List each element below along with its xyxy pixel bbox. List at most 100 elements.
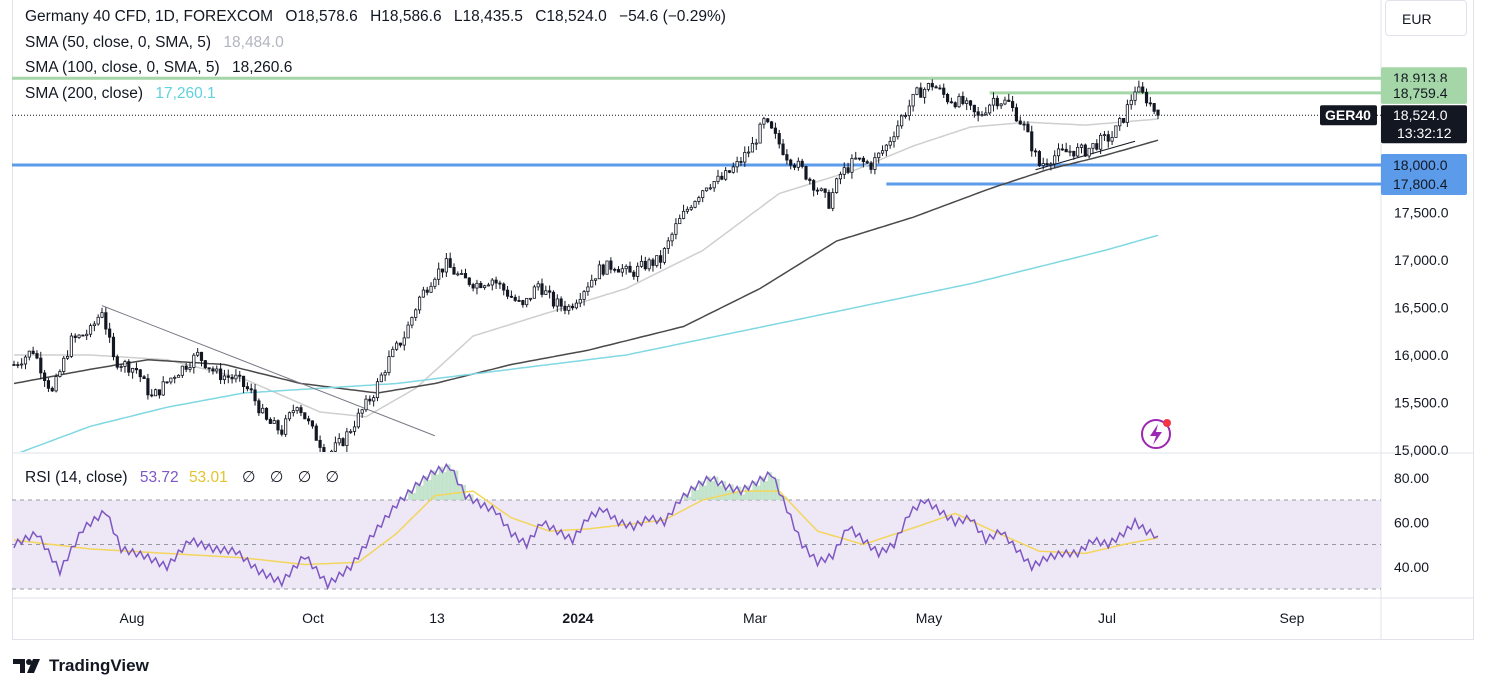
sma50-legend[interactable]: SMA (50, close, 0, SMA, 5) 18,484.0 [25, 34, 286, 52]
candle-body [1133, 91, 1137, 101]
candle-body [773, 127, 777, 134]
candle-body [812, 180, 816, 191]
rsi-overbought-fill [702, 485, 708, 500]
candle-body [467, 277, 471, 285]
price-tick-3: 16,000.0 [1394, 347, 1449, 363]
candle-body [173, 376, 177, 379]
candle-body [582, 291, 586, 300]
candle-body [712, 181, 716, 189]
ticker-badge: GER40 [1325, 107, 1371, 123]
sma100-legend[interactable]: SMA (100, close, 0, SMA, 5) 18,260.6 [25, 59, 294, 77]
candle-body [838, 173, 843, 180]
candle-body [693, 201, 697, 208]
candle-body [1099, 134, 1103, 150]
candle-body [234, 374, 238, 380]
rsi-overbought-fill [771, 476, 776, 500]
candle-body [571, 305, 575, 309]
candle-body [968, 100, 973, 106]
candle-body [735, 161, 739, 168]
rsi-overbought-fill [744, 485, 750, 500]
candle-body [1129, 99, 1133, 106]
rsi-overbought-fill [408, 489, 413, 500]
candle-body [199, 351, 204, 361]
currency-button[interactable]: EUR [1385, 0, 1467, 36]
candle-body [869, 162, 873, 170]
candle-body [62, 357, 66, 372]
candle-body [12, 364, 16, 366]
price-tick-1: 17,000.0 [1394, 252, 1449, 268]
candle-body [789, 159, 793, 166]
candle-body [620, 268, 624, 273]
candle-body [417, 296, 422, 311]
candle-body [850, 158, 854, 173]
candle-body [888, 141, 892, 146]
candle-body [857, 157, 862, 160]
lightning-icon [1141, 419, 1171, 449]
candle-body [1072, 150, 1076, 157]
candle-body [708, 187, 712, 190]
candle-body [157, 389, 161, 396]
candle-body [299, 407, 303, 414]
symbol-legend[interactable]: Germany 40 CFD, 1D, FOREXCOM O18,578.6 H… [25, 8, 728, 26]
candle-body [249, 388, 253, 391]
candle-body [800, 160, 804, 167]
candle-body [877, 152, 881, 159]
candle-body [823, 188, 827, 193]
candle-body [632, 271, 636, 277]
rsi-overbought-fill [476, 498, 482, 500]
rsi-overbought-fill [446, 464, 451, 500]
sma200-legend[interactable]: SMA (200, close) 17,260.1 [25, 85, 218, 103]
candle-body [662, 248, 667, 263]
candle-body [750, 143, 755, 153]
tradingview-logo-icon [13, 659, 40, 673]
level-tag-1 [1381, 81, 1467, 104]
candle-body [421, 289, 425, 298]
ticker-badge-bg [1320, 105, 1377, 126]
candle-body [444, 258, 448, 273]
sma200-label: SMA (200, close) [25, 85, 144, 102]
candle-body [375, 381, 380, 399]
candle-body [831, 192, 835, 209]
candle-body [605, 260, 609, 275]
candle-body [46, 380, 51, 389]
candle-body [915, 87, 919, 95]
tradingview-logo[interactable]: TradingView [13, 656, 149, 676]
candle-body [372, 397, 376, 402]
candle-body [609, 260, 613, 270]
candle-body [452, 267, 456, 275]
rsi-overbought-fill [740, 494, 746, 500]
candle-body [429, 285, 433, 293]
rsi-overbought-fill [714, 476, 719, 500]
sma100-value: 18,260.6 [232, 59, 293, 76]
candle-body [949, 101, 953, 104]
candle-body [938, 87, 942, 90]
candle-body [111, 336, 116, 358]
tradingview-brand: TradingView [49, 656, 149, 675]
rsi-overbought-fill [419, 485, 424, 500]
candle-body [1003, 99, 1007, 105]
sma50-value: 18,484.0 [223, 34, 284, 51]
candle-body [678, 218, 682, 225]
candle-body [1049, 163, 1053, 166]
candle-body [1033, 150, 1038, 153]
candle-body [777, 133, 781, 145]
candle-body [153, 389, 158, 397]
candle-body [345, 431, 349, 447]
candle-body [360, 409, 364, 414]
candle-body [991, 97, 996, 106]
candle-body [528, 297, 533, 300]
candle-body [647, 259, 651, 270]
candle-body [176, 374, 181, 378]
candle-body [578, 298, 582, 304]
candle-body [368, 398, 372, 402]
candle-body [643, 260, 647, 270]
candle-body [988, 104, 992, 114]
rsi-value: 53.72 [139, 469, 179, 486]
candle-body [1121, 118, 1126, 123]
candle-body [593, 278, 598, 281]
last-price-tag [1381, 105, 1467, 144]
rsi-legend[interactable]: RSI (14, close) 53.72 53.01 ∅ ∅ ∅ ∅ [25, 468, 341, 487]
countdown-label: 13:32:12 [1397, 125, 1452, 141]
candle-body [559, 298, 563, 307]
